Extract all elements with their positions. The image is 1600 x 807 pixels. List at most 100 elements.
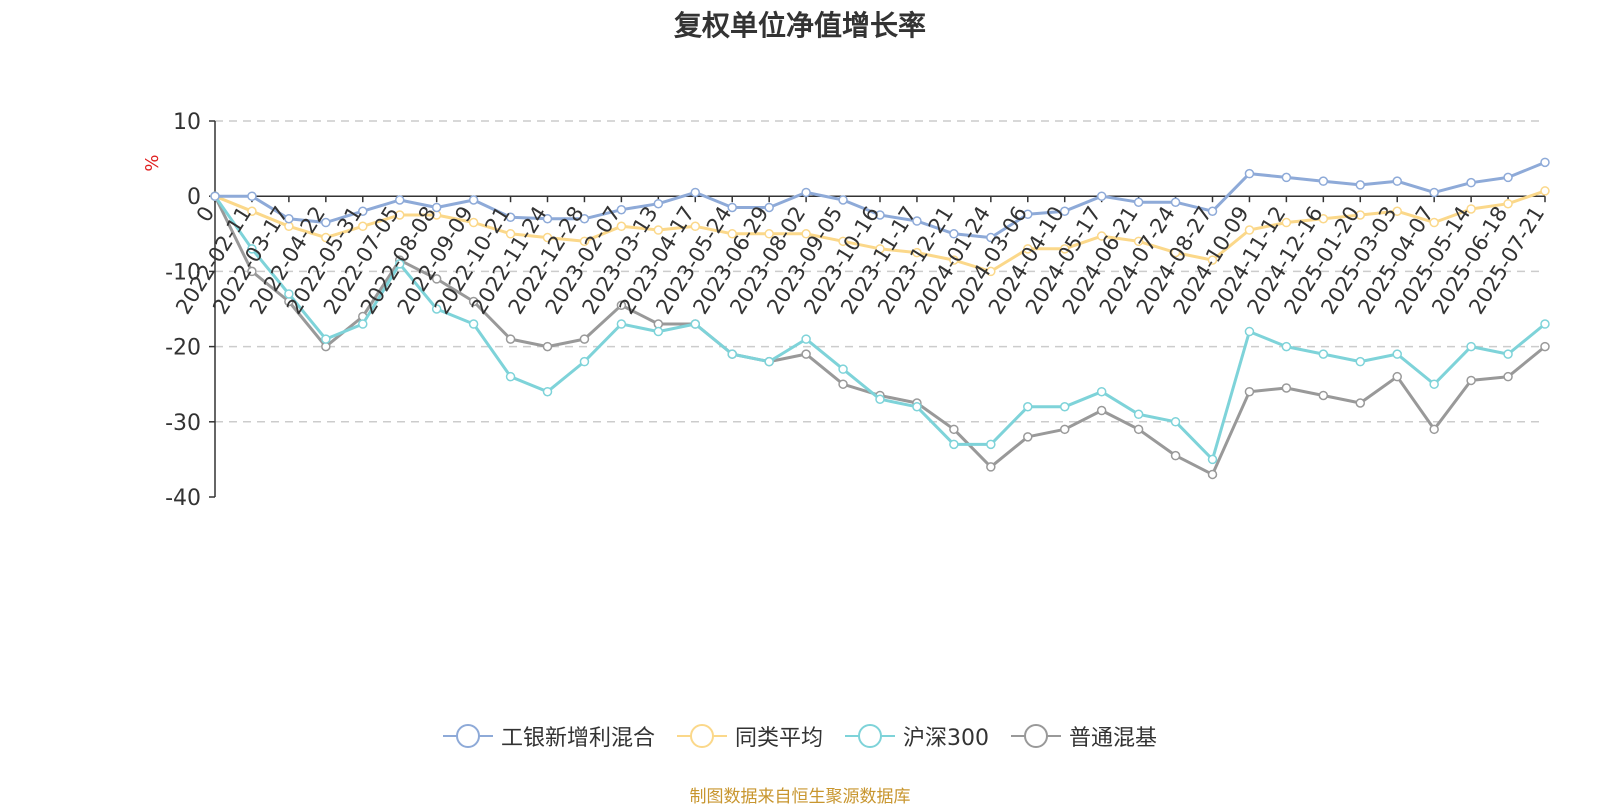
- series-point: [616, 300, 627, 310]
- series-point: [801, 334, 811, 344]
- series-point: [1392, 371, 1402, 382]
- series-point: [1540, 341, 1550, 352]
- y-tick-label: -10: [165, 260, 201, 285]
- series-point: [1059, 244, 1070, 254]
- series-point: [358, 206, 368, 216]
- series-point: [986, 232, 996, 243]
- series-point: [1244, 225, 1255, 235]
- series-point: [912, 247, 922, 258]
- series-point: [247, 244, 257, 254]
- series-point: [875, 394, 885, 404]
- legend-item[interactable]: 沪深300: [845, 720, 989, 752]
- series-point: [986, 266, 996, 277]
- legend-label: 同类平均: [734, 726, 823, 751]
- series-point: [1023, 244, 1033, 254]
- y-tick-label: -30: [165, 411, 201, 436]
- legend-label: 普通混基: [1069, 726, 1158, 751]
- source-note: 制图数据来自恒生聚源数据库: [689, 787, 911, 807]
- series-point: [764, 229, 774, 239]
- series-point: [1318, 390, 1329, 401]
- series-point: [1023, 432, 1033, 442]
- series-point: [1059, 206, 1070, 216]
- series-point: [579, 236, 590, 247]
- series-point: [838, 379, 848, 389]
- series-point: [1096, 386, 1107, 397]
- legend-label: 工银新增利混合: [500, 726, 655, 751]
- series-point: [1318, 349, 1329, 359]
- series-point: [801, 349, 811, 359]
- series-point: [358, 221, 368, 232]
- series-point: [875, 210, 885, 220]
- series-point: [1059, 424, 1070, 435]
- legend-marker-icon: [845, 724, 895, 748]
- series-point: [1318, 214, 1329, 224]
- series-point: [1429, 424, 1439, 435]
- series-point: [1281, 341, 1292, 352]
- series-point: [321, 232, 331, 243]
- series-point: [542, 386, 553, 397]
- series-point: [949, 439, 959, 450]
- series-lines: [210, 157, 1550, 480]
- series-point: [505, 334, 516, 344]
- series-point: [1096, 191, 1107, 201]
- series-point: [468, 217, 479, 228]
- series-point: [1392, 206, 1402, 216]
- series-point: [394, 210, 405, 220]
- series-point: [986, 439, 996, 450]
- series-point: [1466, 375, 1476, 386]
- series-point: [1466, 204, 1476, 214]
- series-point: [1207, 469, 1218, 480]
- series-point: [542, 341, 553, 352]
- series-point: [1170, 197, 1181, 207]
- series-point: [1503, 172, 1513, 183]
- series-point: [912, 402, 922, 412]
- x-axis-tick-labels: 02022-02-112022-03-172022-04-222022-05-3…: [171, 202, 1549, 318]
- series-point: [468, 195, 479, 205]
- series-point: [1429, 217, 1439, 228]
- series-point: [653, 326, 664, 337]
- series-point: [431, 274, 442, 284]
- series-point: [1355, 398, 1366, 408]
- y-axis-label: %: [142, 154, 163, 171]
- series-point: [727, 202, 737, 213]
- series-point: [1096, 405, 1107, 416]
- series-point: [321, 217, 331, 228]
- series-point: [1244, 326, 1255, 337]
- series-point: [1281, 217, 1292, 228]
- series-point: [616, 221, 627, 232]
- series-point: [394, 195, 405, 205]
- series-point: [542, 214, 553, 224]
- series-point: [1207, 206, 1218, 216]
- series-point: [284, 289, 294, 299]
- series-point: [1466, 341, 1476, 352]
- series-point: [949, 424, 959, 435]
- series-point: [1466, 177, 1476, 188]
- series-point: [875, 244, 885, 254]
- legend-item[interactable]: 普通混基: [1011, 720, 1157, 752]
- series-point: [1207, 255, 1218, 265]
- series-point: [1281, 172, 1292, 183]
- series-point: [986, 462, 996, 472]
- series-point: [1503, 371, 1513, 382]
- series-point: [1170, 247, 1181, 258]
- series-point: [838, 364, 848, 374]
- series-point: [616, 204, 627, 215]
- legend-item[interactable]: 同类平均: [676, 720, 823, 752]
- series-point: [1392, 349, 1402, 359]
- legend-item[interactable]: 工银新增利混合: [442, 720, 655, 752]
- series-point: [690, 187, 701, 198]
- series-point: [468, 319, 479, 329]
- series-point: [1133, 409, 1144, 420]
- series-point: [764, 356, 774, 367]
- series-point: [653, 198, 664, 209]
- series-point: [949, 255, 959, 265]
- series-point: [1023, 209, 1033, 219]
- series-point: [431, 202, 442, 213]
- series-point: [949, 229, 959, 239]
- series-point: [247, 206, 257, 216]
- series-point: [1540, 157, 1550, 168]
- legend: 工银新增利混合 同类平均 沪深300 普通混基: [0, 720, 1600, 752]
- series-point: [727, 229, 737, 239]
- series-point: [579, 334, 590, 344]
- series-point: [690, 221, 701, 232]
